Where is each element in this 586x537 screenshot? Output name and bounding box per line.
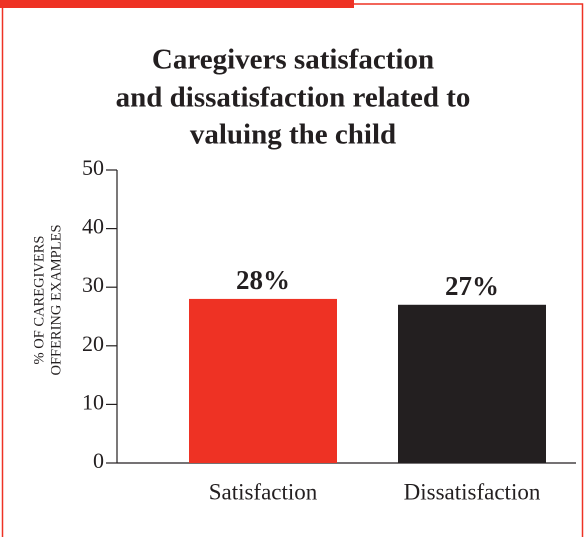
y-tick-label: 50	[82, 155, 104, 180]
frame	[1, 3, 584, 537]
y-tick-label: 0	[93, 448, 104, 473]
y-tick-label: 30	[82, 272, 104, 297]
value-label: 27%	[445, 271, 499, 301]
chart-title: and dissatisfaction related to	[116, 82, 471, 114]
value-label: 28%	[236, 265, 290, 295]
bar	[398, 304, 546, 463]
y-tick-label: 20	[82, 331, 104, 356]
x-tick-label: Dissatisfaction	[404, 479, 541, 504]
y-axis-label: OFFERING EXAMPLES	[48, 224, 64, 375]
y-axis-label: % OF CAREGIVERS	[31, 236, 47, 365]
y-tick-label: 40	[82, 214, 104, 239]
chart-title: Caregivers satisfaction	[152, 44, 434, 76]
chart-title: valuing the child	[190, 119, 396, 151]
bar	[189, 298, 337, 463]
y-tick-label: 10	[82, 389, 104, 414]
x-tick-label: Satisfaction	[209, 479, 318, 504]
